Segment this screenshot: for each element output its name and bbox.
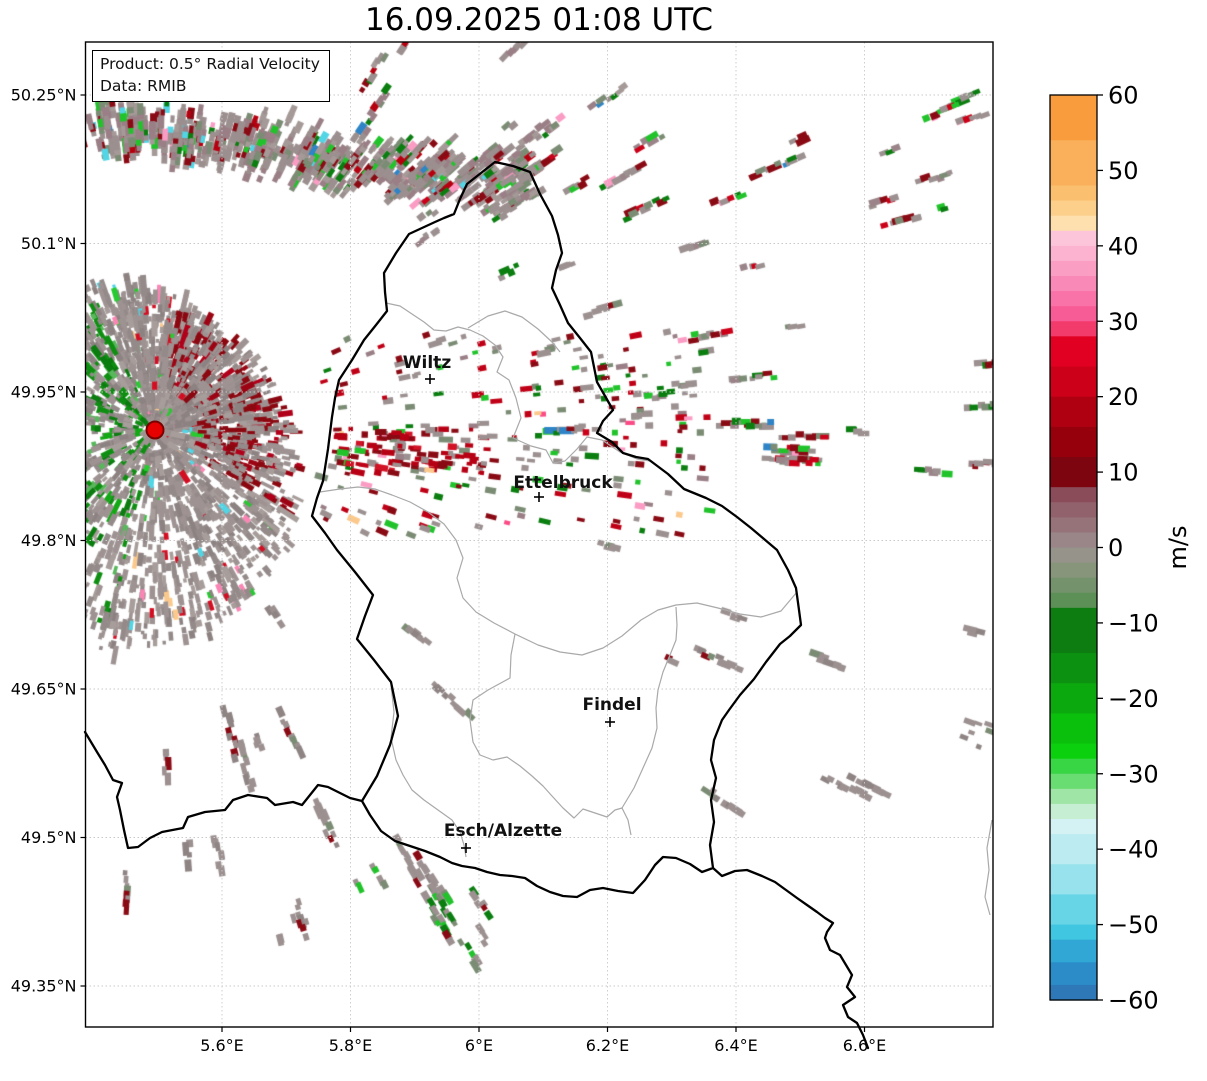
country-border [83, 730, 364, 850]
colorbar-tick-label: 0 [1108, 534, 1123, 562]
colorbar-band [1050, 306, 1097, 322]
colorbar-tick-label: −20 [1108, 685, 1159, 713]
colorbar-band [1050, 336, 1097, 368]
colorbar-band [1050, 245, 1097, 262]
colorbar-tick-label: −50 [1108, 911, 1159, 939]
colorbar-tick-label: 30 [1108, 308, 1139, 336]
colorbar-band [1050, 487, 1097, 503]
colorbar-band [1050, 95, 1097, 141]
y-tick-label: 50.1°N [21, 234, 77, 253]
colorbar-tick-label: −40 [1108, 836, 1159, 864]
map-frame [84, 41, 994, 1028]
colorbar-band [1050, 894, 1097, 926]
x-tick-label: 5.6°E [200, 1036, 244, 1055]
colorbar-tick-label: −30 [1108, 760, 1159, 788]
colorbar-tick-label: 20 [1108, 383, 1139, 411]
district-border [621, 606, 678, 809]
x-tick-label: 6°E [465, 1036, 493, 1055]
city-label: Wiltz [403, 353, 452, 373]
y-tick-label: 49.65°N [11, 680, 77, 699]
colorbar-band [1050, 819, 1097, 835]
colorbar-band [1050, 607, 1097, 654]
colorbar-band [1050, 962, 1097, 986]
colorbar-tick-label: 60 [1108, 82, 1139, 110]
district-border [984, 819, 993, 916]
colorbar-band [1050, 653, 1097, 684]
colorbar-band [1050, 366, 1097, 398]
colorbar-band [1050, 426, 1097, 458]
figure-title: 16.09.2025 01:08 UTC [365, 2, 713, 38]
country-border [711, 866, 870, 1050]
radar-echo-layer [85, 42, 993, 1027]
city-label: Findel [582, 695, 641, 715]
colorbar-band [1050, 803, 1097, 820]
y-tick-label: 49.8°N [21, 531, 77, 550]
district-border [467, 310, 561, 353]
x-tick-label: 6.4°E [714, 1036, 758, 1055]
colorbar-band [1050, 396, 1097, 428]
colorbar-band [1050, 743, 1097, 760]
colorbar-tick-label: 10 [1108, 459, 1139, 487]
colorbar-band [1050, 276, 1097, 292]
colorbar-band [1050, 577, 1097, 594]
colorbar-band [1050, 592, 1097, 609]
colorbar-tick-label: 50 [1108, 157, 1139, 185]
y-tick-label: 49.35°N [11, 977, 77, 996]
colorbar-band [1050, 140, 1097, 187]
colorbar-band [1050, 502, 1097, 518]
y-tick-label: 49.5°N [21, 828, 77, 847]
district-border [469, 633, 632, 836]
colorbar-band [1050, 532, 1097, 549]
colorbar-band [1050, 321, 1097, 337]
colorbar-band [1050, 758, 1097, 775]
radar-site-marker [145, 420, 165, 440]
city-label: Esch/Alzette [444, 821, 562, 841]
data-source-label: Data: RMIB [100, 77, 187, 95]
colorbar-band [1050, 864, 1097, 896]
colorbar-band [1050, 924, 1097, 941]
y-tick-label: 50.25°N [11, 86, 77, 105]
x-tick-label: 6.2°E [586, 1036, 630, 1055]
colorbar-band [1050, 683, 1097, 715]
colorbar-unit-label: m/s [1164, 526, 1192, 570]
district-border [390, 684, 467, 858]
colorbar-band [1050, 457, 1097, 488]
colorbar-band [1050, 788, 1097, 805]
colorbar-band [1050, 773, 1097, 790]
y-tick-label: 49.95°N [11, 383, 77, 402]
colorbar-band [1050, 185, 1097, 202]
product-info-box: Product: 0.5° Radial Velocity Data: RMIB [92, 50, 330, 102]
colorbar-band [1050, 260, 1097, 277]
colorbar-band [1050, 834, 1097, 865]
colorbar-tick-label: −10 [1108, 609, 1159, 637]
colorbar-band [1050, 547, 1097, 564]
colorbar-band [1050, 713, 1097, 745]
colorbar-band [1050, 230, 1097, 247]
colorbar-band [1050, 291, 1097, 307]
district-border [385, 302, 651, 464]
country-border [310, 160, 803, 899]
x-tick-label: 6.6°E [843, 1036, 887, 1055]
colorbar-band [1050, 517, 1097, 534]
colorbar-tick-label: −60 [1108, 987, 1159, 1015]
colorbar-band [1050, 215, 1097, 232]
colorbar-band [1050, 562, 1097, 579]
colorbar-band [1050, 939, 1097, 963]
district-border [319, 486, 798, 656]
x-tick-label: 5.8°E [329, 1036, 373, 1055]
colorbar-band [1050, 200, 1097, 217]
product-label: Product: 0.5° Radial Velocity [100, 55, 320, 73]
colorbar-band [1050, 984, 1097, 1001]
colorbar-tick-label: 40 [1108, 232, 1139, 260]
city-label: Ettelbruck [513, 473, 613, 493]
